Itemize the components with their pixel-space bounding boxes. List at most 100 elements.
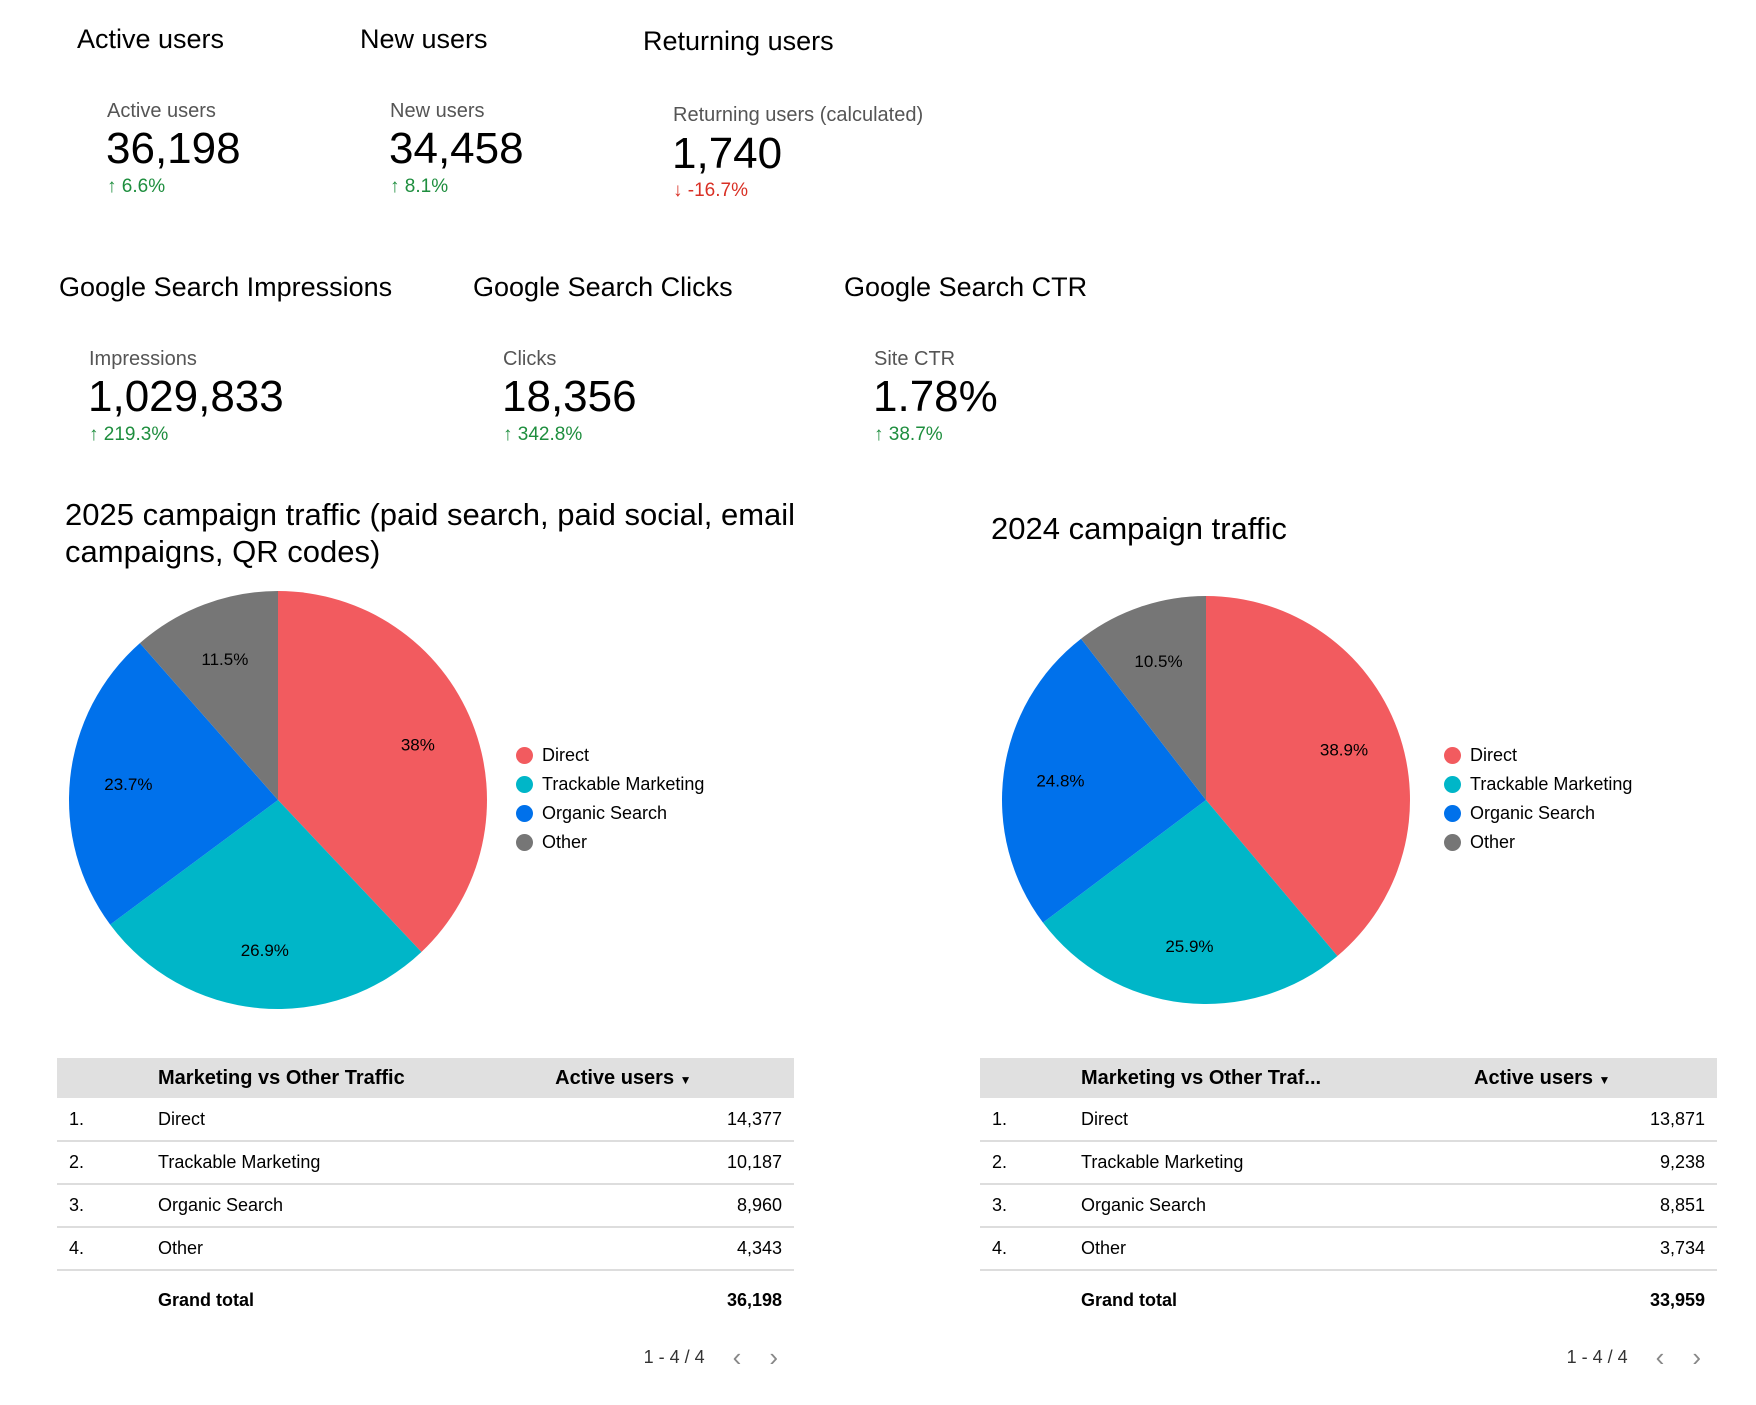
pie-data-label: 25.9% (1165, 937, 1213, 956)
legend-label: Organic Search (542, 803, 668, 823)
legend-item[interactable]: Trackable Marketing (516, 770, 704, 799)
table-row[interactable]: 4. Other 3,734 (980, 1227, 1717, 1271)
legend-label: Trackable Marketing (1470, 774, 1633, 794)
chevron-left-icon[interactable]: ‹ (1655, 1342, 1665, 1372)
arrow-up-icon: ↑ (874, 424, 884, 445)
kpi-label: Impressions (89, 348, 197, 370)
row-dimension: Other (1081, 1227, 1475, 1271)
row-index: 3. (57, 1184, 158, 1228)
arrow-up-icon: ↑ (107, 176, 117, 197)
pie-data-label: 38.9% (1320, 741, 1368, 760)
row-value: 8,851 (1474, 1184, 1717, 1228)
kpi-title: Google Search Impressions (59, 272, 393, 302)
row-value: 14,377 (555, 1098, 794, 1142)
legend-dot-icon (516, 747, 533, 764)
dimension-header[interactable]: Marketing vs Other Traffic (158, 1058, 556, 1098)
row-value: 8,960 (555, 1184, 794, 1228)
legend-label: Direct (1470, 745, 1518, 765)
kpi-delta: ↑ 8.1% (390, 176, 449, 197)
row-dimension: Organic Search (1081, 1184, 1475, 1228)
pie-data-label: 38% (401, 735, 435, 754)
row-dimension: Direct (1081, 1098, 1475, 1142)
row-dimension: Organic Search (158, 1184, 556, 1228)
legend-item[interactable]: Other (516, 828, 704, 857)
row-dimension: Trackable Marketing (158, 1141, 556, 1185)
legend-item[interactable]: Organic Search (1444, 799, 1632, 828)
chevron-right-icon[interactable]: › (769, 1342, 778, 1372)
row-dimension: Other (158, 1227, 556, 1271)
pie-slice-trackable-marketing[interactable] (110, 800, 422, 1009)
chart-legend: Direct Trackable Marketing Organic Search O… (1444, 741, 1632, 857)
table-row[interactable]: 3. Organic Search 8,960 (57, 1184, 794, 1228)
kpi-label: New users (390, 100, 485, 122)
legend-dot-icon (1444, 747, 1461, 764)
total-value: 36,198 (726, 1290, 782, 1310)
kpi-value: 1,740 (672, 129, 783, 178)
page-range: 1 - 4 / 4 (1566, 1347, 1628, 1367)
grand-total-row: Grand total 33,959 (980, 1270, 1717, 1330)
pie-slice-organic-search[interactable] (69, 643, 278, 925)
legend-label: Other (542, 832, 588, 852)
row-index: 2. (980, 1141, 1081, 1185)
legend-item[interactable]: Direct (1444, 741, 1632, 770)
kpi-delta: ↓ -16.7% (673, 180, 748, 201)
kpi-value: 18,356 (502, 372, 637, 421)
pie-slice-direct[interactable] (1206, 596, 1411, 957)
kpi-delta: ↑ 6.6% (107, 176, 166, 197)
legend-item[interactable]: Other (1444, 828, 1632, 857)
kpi-value: 36,198 (106, 124, 241, 173)
kpi-title: Returning users (643, 26, 834, 56)
total-label: Grand total (158, 1290, 255, 1310)
row-index: 1. (980, 1098, 1081, 1142)
pie-slice-other[interactable] (139, 591, 278, 800)
pie-slice-trackable-marketing[interactable] (1042, 800, 1338, 1005)
row-index: 1. (57, 1098, 158, 1142)
legend-item[interactable]: Organic Search (516, 799, 704, 828)
legend-dot-icon (516, 805, 533, 822)
chart-title-2024: 2024 campaign traffic (991, 511, 1287, 546)
row-index: 4. (57, 1227, 158, 1271)
legend-label: Direct (542, 745, 590, 765)
metric-header[interactable]: Active users ▼ (555, 1058, 794, 1098)
chevron-left-icon[interactable]: ‹ (732, 1342, 742, 1372)
table-row[interactable]: 1. Direct 14,377 (57, 1098, 794, 1142)
kpi-label: Active users (107, 100, 216, 122)
data-table: Marketing vs Other Traf... Active users … (980, 1058, 1717, 1373)
pie-slice-direct[interactable] (278, 591, 488, 953)
pie-slice-organic-search[interactable] (1002, 638, 1206, 923)
table-row[interactable]: 4. Other 4,343 (57, 1227, 794, 1271)
pie-data-label: 10.5% (1134, 652, 1182, 671)
pie-slice-other[interactable] (1081, 596, 1206, 800)
kpi-title: New users (360, 24, 488, 54)
chevron-right-icon[interactable]: › (1692, 1342, 1701, 1372)
table-header: Marketing vs Other Traf... Active users … (980, 1058, 1717, 1098)
page-range: 1 - 4 / 4 (643, 1347, 705, 1367)
dimension-header[interactable]: Marketing vs Other Traf... (1081, 1058, 1475, 1098)
kpi-label: Clicks (503, 348, 557, 370)
total-value: 33,959 (1649, 1290, 1705, 1310)
table-row[interactable]: 2. Trackable Marketing 10,187 (57, 1141, 794, 1185)
kpi-title: Active users (77, 24, 225, 54)
table-row[interactable]: 2. Trackable Marketing 9,238 (980, 1141, 1717, 1185)
pie-charts: 38% 26.9% 23.7% 11.5% 38.9% 25.9% 24.8% 10.5% (69, 591, 1411, 1009)
kpi-value: 34,458 (389, 124, 524, 173)
pagination: 1 - 4 / 4 ‹ › (980, 1342, 1717, 1373)
legend-item[interactable]: Direct (516, 741, 704, 770)
kpi-delta: ↑ 38.7% (874, 424, 943, 445)
table-row[interactable]: 3. Organic Search 8,851 (980, 1184, 1717, 1228)
legend-dot-icon (516, 834, 533, 851)
kpi-label: Site CTR (874, 348, 956, 370)
row-value: 13,871 (1474, 1098, 1717, 1142)
row-value: 10,187 (555, 1141, 794, 1185)
table-row[interactable]: 1. Direct 13,871 (980, 1098, 1717, 1142)
kpi-delta: ↑ 219.3% (89, 424, 169, 445)
legend-label: Trackable Marketing (542, 774, 705, 794)
row-index: 2. (57, 1141, 158, 1185)
pie-data-label: 23.7% (104, 775, 152, 794)
metric-header[interactable]: Active users ▼ (1474, 1058, 1717, 1098)
legend-label: Organic Search (1470, 803, 1596, 823)
kpi-title: Google Search CTR (844, 272, 1088, 302)
legend-item[interactable]: Trackable Marketing (1444, 770, 1632, 799)
row-dimension: Trackable Marketing (1081, 1141, 1475, 1185)
chart-legend: Direct Trackable Marketing Organic Search O… (516, 741, 704, 857)
